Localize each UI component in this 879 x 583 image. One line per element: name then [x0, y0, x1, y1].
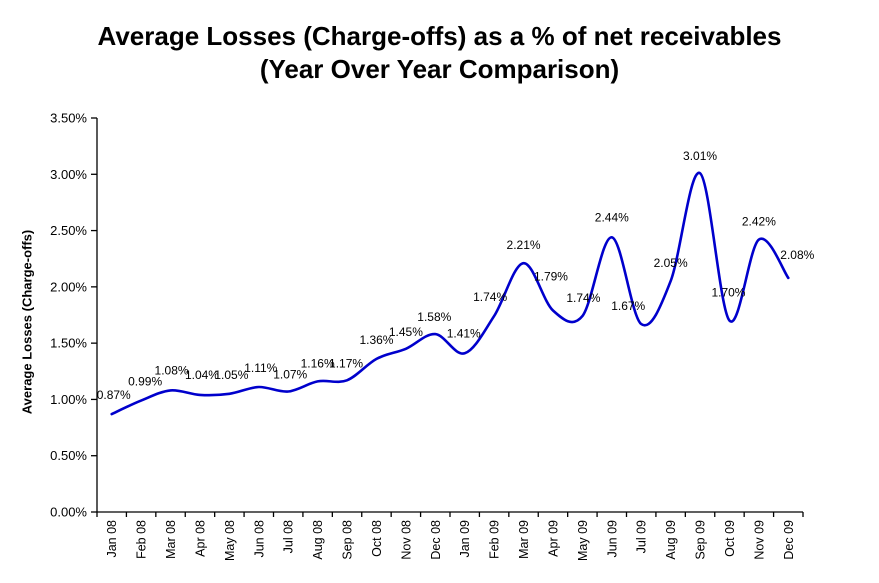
x-tick-label: Mar 09 [517, 520, 531, 559]
y-tick-label: 1.00% [50, 392, 87, 407]
data-label: 1.58% [417, 310, 451, 324]
x-tick-label: Mar 08 [164, 520, 178, 559]
data-label: 1.45% [389, 325, 423, 339]
x-tick-label: Jul 09 [635, 520, 649, 553]
data-label: 2.44% [595, 210, 629, 224]
x-tick-label: May 08 [223, 520, 237, 561]
data-label: 2.21% [507, 238, 541, 252]
data-label: 1.17% [329, 356, 363, 370]
data-label: 1.67% [611, 299, 645, 313]
data-label: 1.07% [273, 368, 307, 382]
y-tick-label: 2.00% [50, 279, 87, 294]
y-tick-label: 0.50% [50, 448, 87, 463]
data-label: 0.87% [97, 388, 131, 402]
y-tick-label: 2.50% [50, 223, 87, 238]
chart-title-line1: Average Losses (Charge-offs) as a % of n… [97, 21, 782, 51]
chart-title: Average Losses (Charge-offs) as a % of n… [0, 20, 879, 86]
x-tick-label: Jun 08 [252, 520, 266, 558]
data-label: 1.11% [244, 361, 277, 375]
data-label: 2.08% [780, 248, 814, 262]
x-tick-label: Jun 09 [605, 520, 619, 558]
x-tick-label: Nov 09 [752, 520, 766, 560]
x-tick-label: Feb 09 [488, 520, 502, 559]
x-tick-label: Jan 09 [458, 520, 472, 558]
data-label: 1.04% [185, 368, 219, 382]
data-label: 1.05% [214, 368, 248, 382]
x-tick-label: Oct 08 [370, 520, 384, 557]
x-tick-label: Oct 09 [723, 520, 737, 557]
y-tick-label: 3.50% [50, 111, 87, 126]
data-label: 1.36% [359, 333, 393, 347]
data-label: 1.74% [566, 291, 600, 305]
data-label: 1.08% [155, 363, 189, 377]
x-tick-label: Aug 08 [311, 520, 325, 560]
x-tick-label: Feb 08 [135, 520, 149, 559]
y-tick-label: 1.50% [50, 336, 87, 351]
x-tick-label: May 09 [576, 520, 590, 561]
data-label: 1.16% [301, 356, 335, 370]
x-tick-label: Sep 08 [341, 520, 355, 560]
x-tick-label: Jan 08 [105, 520, 119, 558]
x-tick-label: Nov 08 [399, 520, 413, 560]
x-tick-label: Apr 08 [193, 520, 207, 557]
x-tick-label: Dec 09 [782, 520, 796, 560]
data-label: 1.79% [534, 269, 568, 283]
x-tick-label: Jul 08 [282, 520, 296, 553]
y-tick-label: 3.00% [50, 167, 87, 182]
y-tick-label: 0.00% [50, 505, 87, 520]
data-label: 2.42% [742, 215, 776, 229]
x-tick-label: Aug 09 [664, 520, 678, 560]
data-label: 2.05% [654, 256, 688, 270]
data-label: 3.01% [683, 149, 717, 163]
data-label: 1.41% [447, 326, 481, 340]
data-label: 1.74% [473, 290, 507, 304]
data-label: 0.99% [128, 375, 162, 389]
x-tick-label: Sep 09 [694, 520, 708, 560]
x-tick-label: Dec 08 [429, 520, 443, 560]
chart-title-line2: (Year Over Year Comparison) [259, 54, 620, 84]
series-line [110, 171, 790, 416]
data-label: 1.70% [711, 286, 745, 300]
x-tick-label: Apr 09 [546, 520, 560, 557]
